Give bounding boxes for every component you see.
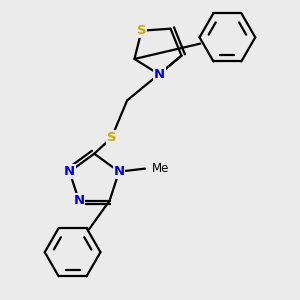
Text: S: S [107,131,116,144]
Text: Me: Me [152,162,169,175]
Text: N: N [74,194,85,207]
Text: N: N [113,165,124,178]
Text: S: S [137,24,146,37]
Text: N: N [154,68,165,81]
Text: N: N [64,165,75,178]
